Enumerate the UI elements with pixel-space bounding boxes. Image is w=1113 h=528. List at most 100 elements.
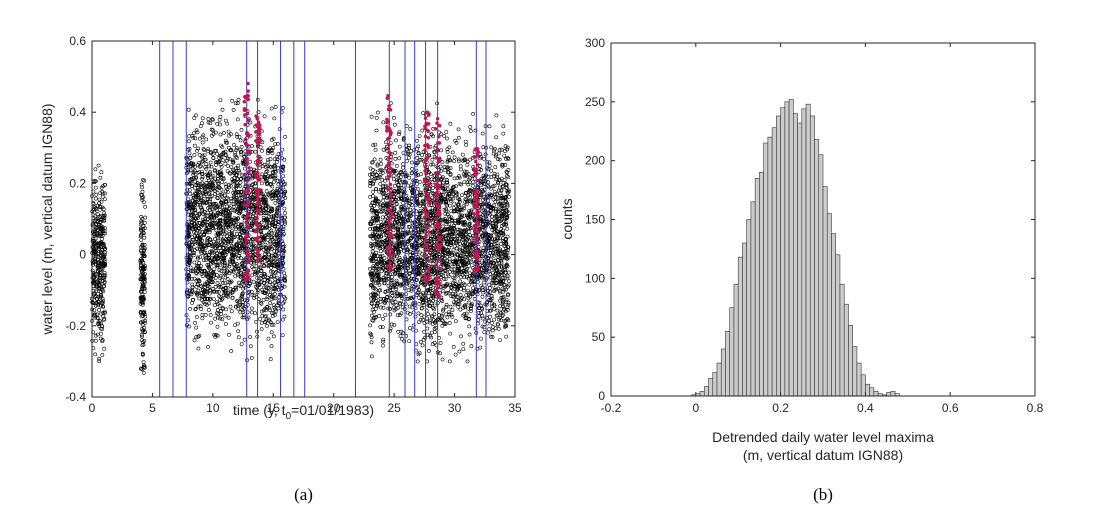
scatter-point (100, 265, 105, 270)
scatter-point (383, 140, 388, 145)
scatter-point (494, 135, 499, 140)
scatter-point (407, 339, 412, 344)
scatter-point (211, 289, 216, 294)
scatter-point (228, 132, 233, 137)
scatter-point (201, 258, 206, 262)
scatter-point (200, 229, 205, 234)
scatter-point (141, 363, 146, 368)
scatter-point (371, 189, 376, 194)
scatter-point (461, 347, 466, 352)
scatter-point (95, 212, 100, 216)
scatter-point (376, 110, 380, 115)
scatter-point (240, 300, 245, 305)
scatter-point (218, 274, 223, 279)
scatter-point (193, 307, 198, 312)
scatter-point (461, 204, 466, 209)
scatter-point (196, 146, 201, 151)
scatter-point (486, 330, 490, 335)
scatter-point (275, 285, 279, 290)
scatter-point (142, 246, 147, 251)
scatter-point (210, 225, 215, 230)
scatter-point (493, 326, 498, 331)
scatter-point (211, 239, 216, 244)
scatter-point (444, 304, 449, 309)
scatter-point (216, 289, 221, 294)
scatter-point (458, 164, 463, 169)
scatter-point (250, 144, 254, 148)
scatter-point (271, 255, 276, 260)
scatter-point (273, 105, 278, 109)
scatter-point (201, 212, 206, 217)
scatter-point (94, 289, 98, 294)
scatter-point (211, 297, 216, 302)
scatter-point (93, 333, 98, 338)
scatter-point (369, 114, 374, 119)
scatter-point (458, 275, 463, 279)
scatter-point (95, 282, 99, 287)
scatter-point (225, 169, 230, 174)
scatter-point (188, 257, 193, 262)
scatter-point (268, 293, 273, 298)
scatter-point (417, 288, 422, 292)
scatter-point (100, 353, 105, 357)
scatter-point (447, 310, 451, 315)
scatter-point (223, 118, 228, 123)
scatter-point (272, 116, 277, 121)
scatter-point (269, 253, 274, 258)
scatter-point (501, 124, 506, 129)
scatter-point (264, 297, 269, 302)
scatter-point (251, 259, 256, 264)
scatter-point (196, 304, 201, 309)
scatter-point (140, 189, 145, 194)
scatter-point (225, 121, 230, 126)
scatter-point (139, 251, 144, 256)
scatter-point (103, 191, 107, 196)
scatter-point (256, 110, 261, 115)
scatter-point (204, 180, 209, 185)
scatter-point (225, 156, 230, 161)
scatter-point (96, 301, 101, 306)
scatter-point (407, 175, 412, 180)
scatter-point (202, 153, 207, 158)
scatter-point (223, 189, 228, 194)
scatter-point (431, 185, 435, 190)
scatter-point (96, 163, 101, 168)
scatter-point (95, 312, 100, 317)
scatter-point (93, 254, 98, 259)
scatter-point (189, 205, 194, 210)
scatter-point (194, 315, 199, 319)
scatter-point (103, 250, 107, 255)
scatter-point (282, 271, 287, 276)
scatter-point (394, 163, 399, 168)
scatter-point (212, 332, 217, 337)
scatter-point (203, 157, 208, 162)
scatter-point (185, 192, 190, 197)
scatter-point (97, 359, 102, 364)
scatter-point (234, 146, 239, 151)
scatter-point (273, 309, 278, 314)
scatter-point (229, 198, 234, 203)
scatter-point (438, 341, 443, 345)
scatter-point (220, 278, 224, 283)
scatter-point (477, 314, 481, 319)
scatter-point (490, 214, 494, 219)
scatter-point (249, 310, 254, 315)
scatter-point (448, 121, 453, 126)
scatter-point (228, 147, 233, 152)
scatter-point (140, 352, 145, 357)
scatter-point (218, 162, 223, 167)
scatter-point (265, 304, 270, 309)
scatter-point (190, 205, 195, 210)
scatter-point (138, 258, 143, 263)
scatter-point (139, 332, 144, 337)
scatter-point (142, 242, 147, 247)
scatter-point (275, 178, 280, 183)
scatter-point (272, 157, 277, 162)
scatter-point (193, 113, 198, 118)
scatter-point (381, 316, 385, 321)
scatter-point (188, 191, 193, 196)
scatter-point (209, 320, 214, 325)
scatter-point (280, 147, 285, 152)
scatter-point (273, 200, 278, 205)
scatter-point (199, 160, 204, 165)
